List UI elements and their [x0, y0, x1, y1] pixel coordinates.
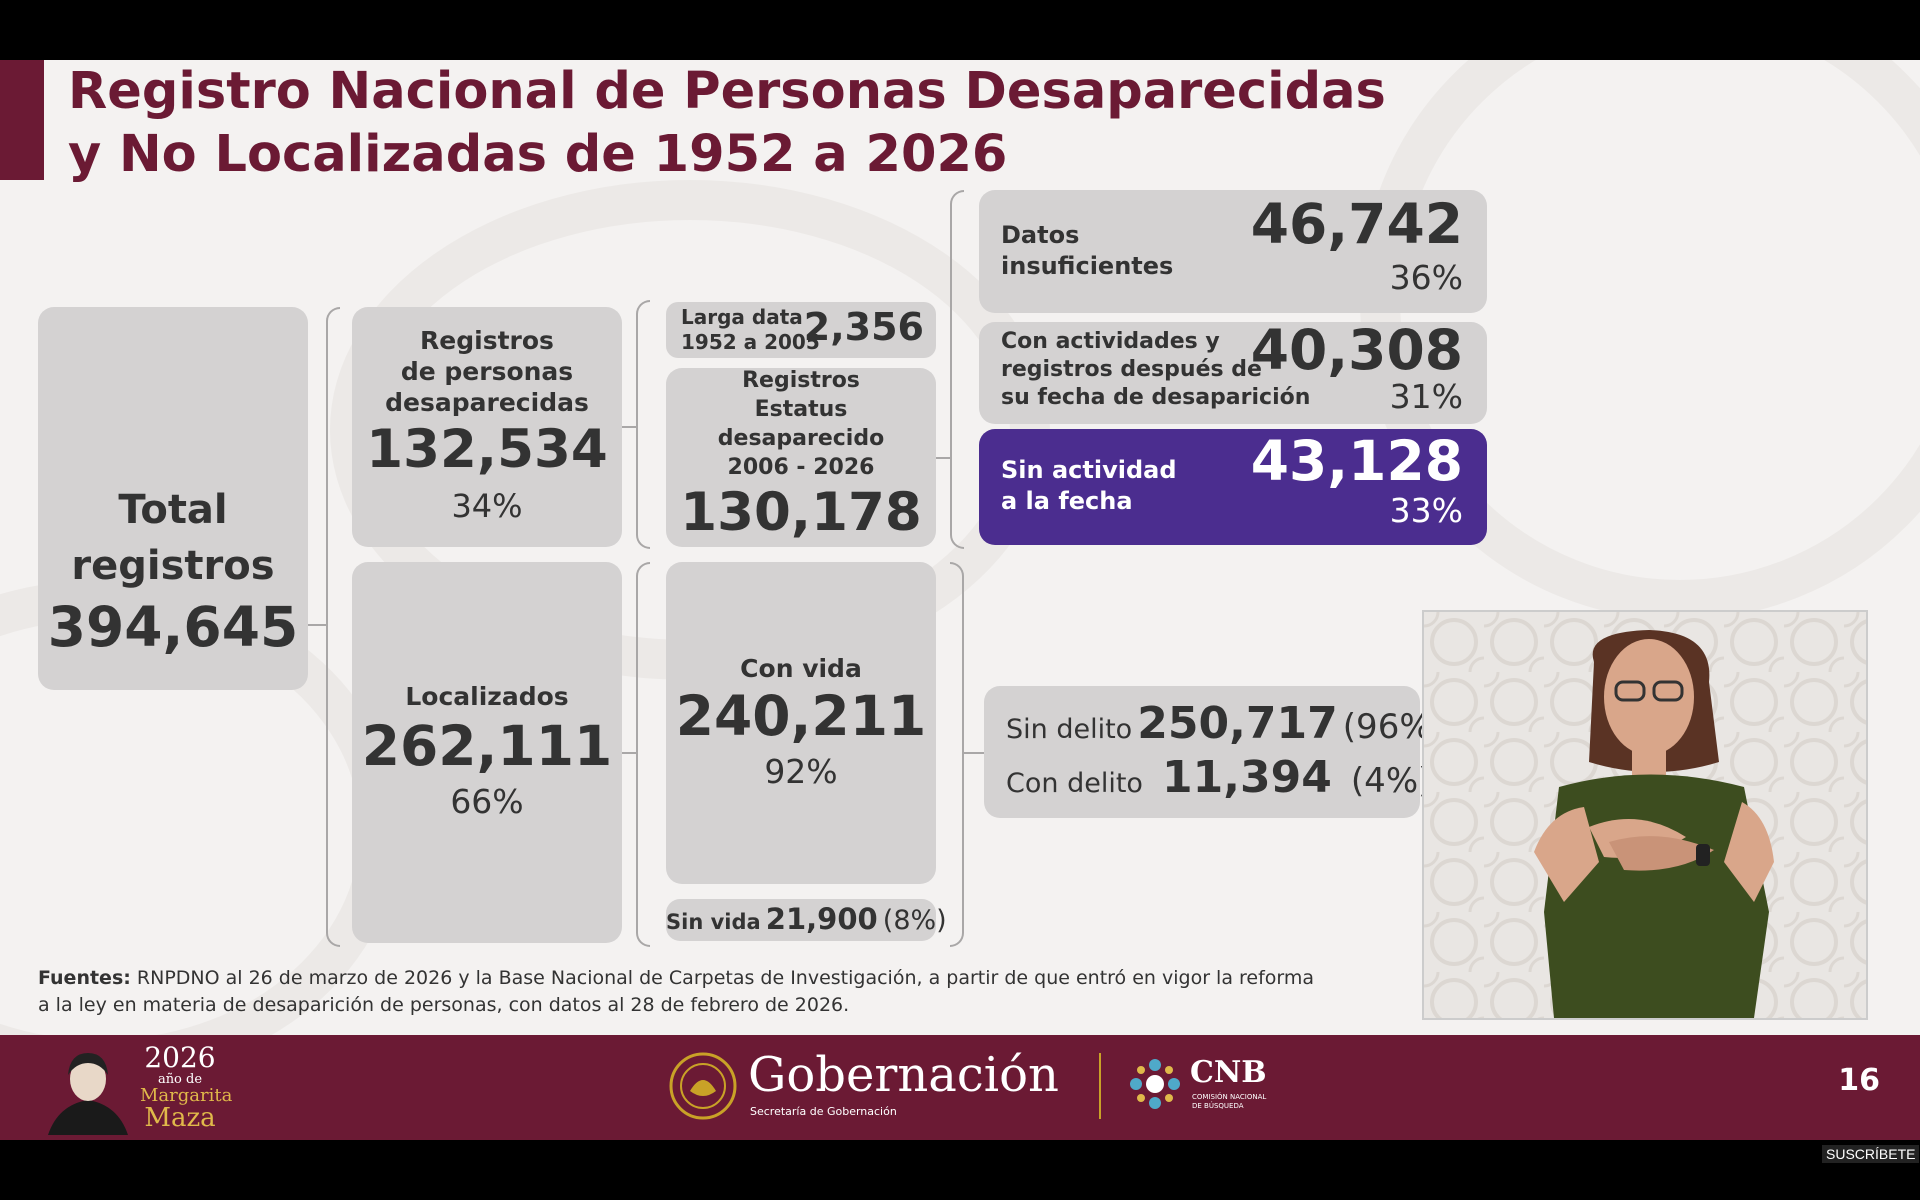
connector	[622, 426, 638, 428]
bracket	[950, 562, 964, 947]
estatus-label-3: desaparecido	[717, 426, 885, 451]
connector	[308, 624, 328, 626]
cnb-subtitle-2: DE BÚSQUEDA	[1192, 1102, 1244, 1110]
slide: Registro Nacional de Personas Desapareci…	[0, 60, 1920, 1140]
connector	[622, 752, 638, 754]
sin-actividad-label-2: a la fecha	[1001, 487, 1133, 515]
bracket	[636, 300, 650, 549]
sin-actividad-card: Sin actividad a la fecha 43,128 33%	[979, 429, 1487, 545]
total-label-1: Total	[118, 487, 228, 533]
estatus-label-2: Estatus	[754, 397, 848, 422]
bracket	[950, 190, 964, 549]
desaparecidas-pct: 34%	[451, 487, 523, 525]
cnb-subtitle-1: COMISIÓN NACIONAL	[1192, 1093, 1267, 1101]
localizados-pct: 66%	[450, 782, 524, 821]
sin-actividad-label-1: Sin actividad	[1001, 456, 1177, 484]
larga-data-label-2: 1952 a 2005	[681, 330, 820, 354]
larga-data-value: 2,356	[803, 305, 924, 349]
national-emblem-icon	[669, 1052, 737, 1120]
sin-vida-value: 21,900	[765, 902, 878, 936]
estatus-card: Registros Estatus desaparecido 2006 - 20…	[666, 368, 936, 547]
title-line-1: Registro Nacional de Personas Desapareci…	[68, 62, 1386, 121]
gobernacion-subtitle: Secretaría de Gobernación	[750, 1105, 897, 1118]
footer-bar: 2026 año de Margarita Maza Gobernación S…	[0, 1035, 1920, 1140]
bracket	[326, 307, 340, 947]
con-delito-value: 11,394	[1162, 752, 1332, 803]
title-accent-bar	[0, 60, 44, 180]
larga-data-label-1: Larga data	[681, 305, 803, 329]
con-actividades-value: 40,308	[1250, 318, 1463, 382]
con-actividades-pct: 31%	[1389, 377, 1463, 416]
total-label-2: registros	[71, 543, 275, 589]
desaparecidas-label-3: desaparecidas	[385, 388, 589, 417]
con-delito-pct: (4%)	[1350, 761, 1432, 801]
sin-actividad-pct: 33%	[1389, 491, 1463, 530]
slide-page-number: 16	[1838, 1063, 1880, 1098]
con-vida-card: Con vida 240,211 92%	[666, 562, 936, 884]
localizados-card: Localizados 262,111 66%	[352, 562, 622, 943]
con-actividades-label-2: registros después de	[1001, 357, 1262, 382]
connector	[936, 457, 952, 459]
total-value: 394,645	[47, 595, 299, 659]
sign-language-interpreter-video	[1422, 610, 1868, 1020]
datos-insuficientes-pct: 36%	[1389, 258, 1463, 297]
desaparecidas-label-2: de personas	[400, 357, 574, 386]
datos-insuficientes-value: 46,742	[1250, 192, 1463, 256]
footer-divider	[1099, 1053, 1101, 1119]
sin-vida-pct: (8%)	[882, 905, 947, 936]
page-title: Registro Nacional de Personas Desapareci…	[68, 60, 1386, 186]
sin-actividad-value: 43,128	[1250, 429, 1463, 493]
interpreter-figure	[1424, 612, 1866, 1018]
subscribe-watermark[interactable]: SUSCRÍBETE	[1822, 1145, 1920, 1163]
larga-data-card: Larga data 1952 a 2005 2,356	[666, 302, 936, 358]
cnb-logo-text: CNB	[1190, 1055, 1267, 1090]
con-actividades-card: Con actividades y registros después de s…	[979, 318, 1487, 424]
desaparecidas-label-1: Registros	[420, 326, 554, 355]
gobernacion-logo-text: Gobernación	[748, 1047, 1059, 1103]
datos-insuficientes-label-1: Datos	[1001, 221, 1080, 249]
localizados-label: Localizados	[405, 682, 569, 711]
estatus-label-4: 2006 - 2026	[727, 455, 875, 480]
sources-text: RNPDNO al 26 de marzo de 2026 y la Base …	[38, 967, 1315, 1016]
desaparecidas-card: Registros de personas desaparecidas 132,…	[352, 307, 622, 547]
con-actividades-label-1: Con actividades y	[1001, 329, 1220, 354]
estatus-value: 130,178	[680, 482, 922, 543]
datos-insuficientes-card: Datos insuficientes 46,742 36%	[979, 190, 1487, 313]
total-card: Total registros 394,645	[38, 307, 308, 690]
sin-vida-label: Sin vida	[666, 910, 761, 934]
con-vida-pct: 92%	[764, 752, 838, 791]
delito-card: Sin delito 250,717 (96%) Con delito 11,3…	[984, 686, 1445, 818]
title-line-2: y No Localizadas de 1952 a 2026	[68, 125, 1008, 184]
sources-note: Fuentes: RNPDNO al 26 de marzo de 2026 y…	[38, 965, 1328, 1019]
con-delito-label: Con delito	[1006, 768, 1143, 799]
margarita-maza-portrait-icon	[48, 1053, 128, 1135]
sin-vida-card: Sin vida 21,900 (8%)	[666, 899, 947, 941]
connector	[964, 752, 984, 754]
desaparecidas-value: 132,534	[366, 419, 608, 480]
footer-year: 2026	[144, 1041, 216, 1074]
footer-ano-de: año de	[157, 1072, 203, 1087]
footer-maza: Maza	[144, 1103, 216, 1133]
bracket	[636, 562, 650, 947]
cnb-logo-icon	[1130, 1059, 1180, 1109]
footer-margarita: Margarita	[140, 1085, 233, 1106]
sin-delito-label: Sin delito	[1006, 714, 1133, 745]
con-actividades-label-3: su fecha de desaparición	[1001, 385, 1311, 410]
con-vida-value: 240,211	[675, 684, 927, 748]
con-vida-label: Con vida	[740, 654, 862, 683]
estatus-label-1: Registros	[742, 368, 860, 393]
localizados-value: 262,111	[361, 714, 613, 778]
datos-insuficientes-label-2: insuficientes	[1001, 252, 1174, 280]
sources-label: Fuentes:	[38, 967, 131, 989]
sin-delito-value: 250,717	[1137, 698, 1338, 749]
